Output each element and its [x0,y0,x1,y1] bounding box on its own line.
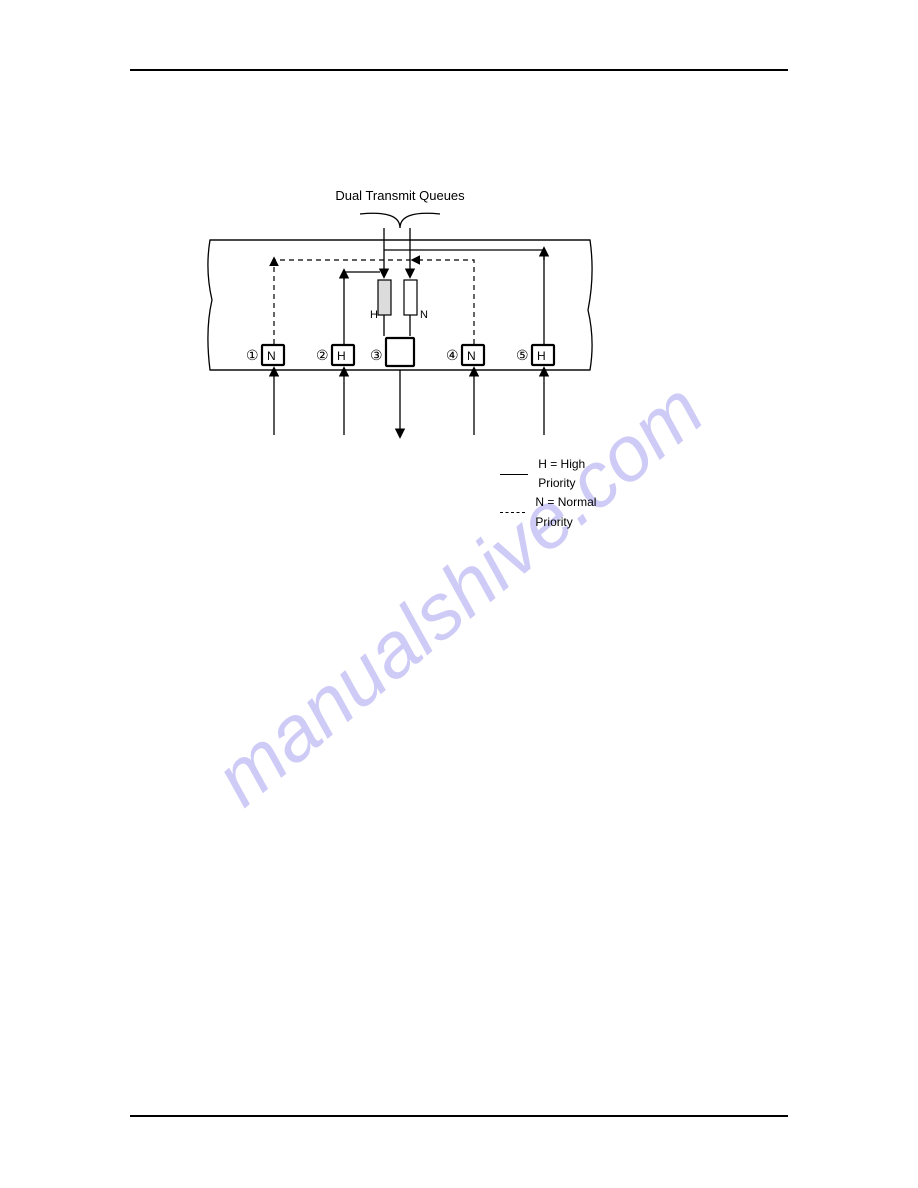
legend-line-dashed [500,512,525,513]
svg-text:④: ④ [446,347,459,363]
svg-text:H: H [537,349,546,363]
legend-line-solid [500,474,528,475]
queue-high [378,280,391,315]
svg-text:③: ③ [370,347,383,363]
port-2: ② H [316,345,354,365]
svg-text:②: ② [316,347,329,363]
diagram-container: Dual Transmit Queues H N ① [200,180,600,510]
port-4: ④ N [446,345,484,365]
svg-text:⑤: ⑤ [516,347,529,363]
legend-text-normal: N = Normal Priority [535,493,600,531]
legend-text-high: H = High Priority [538,455,600,493]
port-5: ⑤ H [516,345,554,365]
diagram-title: Dual Transmit Queues [200,188,600,203]
queue-normal [404,280,417,315]
diagram-svg: H N ① N ② H ③ ④ N [200,180,600,460]
svg-text:①: ① [246,347,259,363]
page-rule-top [130,69,788,71]
svg-text:H: H [337,349,346,363]
svg-text:N: N [467,349,476,363]
brace-top [360,213,440,228]
hr-top [130,69,788,71]
legend: H = High Priority N = Normal Priority [500,455,600,532]
legend-row-high: H = High Priority [500,455,600,493]
hr-bottom [130,1115,788,1117]
svg-text:N: N [267,349,276,363]
port-1: ① N [246,345,284,365]
legend-row-normal: N = Normal Priority [500,493,600,531]
queue-high-label: H [370,309,378,321]
queue-normal-label: N [420,309,428,321]
